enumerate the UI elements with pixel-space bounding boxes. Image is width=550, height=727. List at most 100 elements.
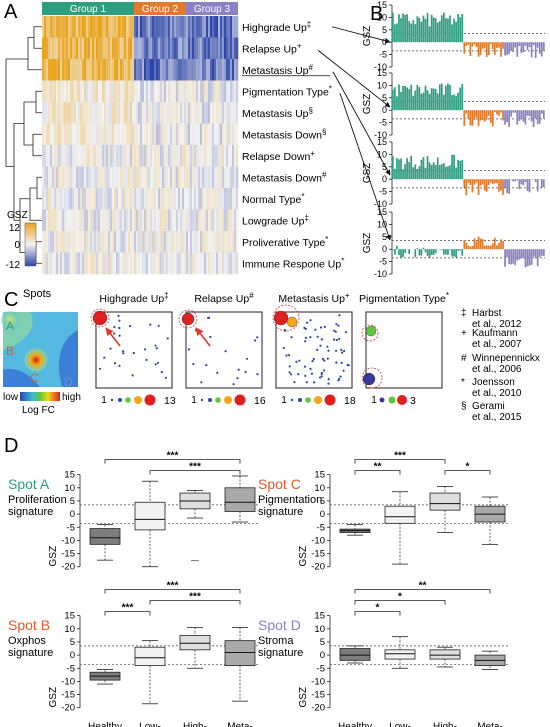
heatmap-cell — [188, 59, 191, 81]
boxplot-y-tick-label: -20 — [311, 562, 325, 573]
heatmap-cell — [44, 16, 47, 38]
gsz-bar — [400, 18, 402, 43]
gsz-bar — [475, 179, 478, 183]
gsz-y-tick-label: 5 — [382, 25, 387, 35]
heatmap-cell — [190, 59, 193, 81]
heatmap-cell — [178, 145, 181, 167]
gsz-bar — [414, 164, 417, 180]
heatmap-cell — [204, 145, 207, 167]
heatmap-cell — [176, 166, 179, 189]
heatmap-cell — [118, 102, 121, 124]
heatmap-cell — [200, 188, 203, 210]
boxplot-box — [134, 501, 166, 531]
spatial-dot — [131, 374, 134, 377]
boxplot-y-tick-label: 0 — [70, 509, 75, 520]
heatmap-cell — [186, 16, 189, 38]
heatmap-cell — [232, 123, 235, 146]
heatmap-cell — [180, 102, 183, 124]
spatial-scale-dot — [234, 394, 246, 406]
heatmap-cell — [180, 231, 183, 253]
heatmap-cell — [206, 188, 209, 210]
spots-title: Spots — [23, 288, 52, 300]
heatmap-cell — [106, 102, 109, 124]
heatmap-cell — [78, 188, 81, 210]
gsz-bar — [534, 110, 537, 119]
heatmap-cell — [158, 209, 161, 232]
heatmap-cell — [216, 166, 219, 189]
heatmap-cell — [178, 188, 181, 210]
heatmap-cell — [230, 252, 233, 275]
gsz-bar — [459, 87, 462, 111]
spatial-pointer-arrow — [105, 327, 121, 347]
boxplot-category-line1: Healthy — [88, 722, 122, 727]
heatmap-cell — [50, 16, 53, 38]
spatial-scale-min: 1 — [281, 395, 287, 406]
gsz-bar — [485, 245, 488, 250]
heatmap-cell — [154, 59, 157, 81]
heatmap-cell — [144, 188, 147, 210]
heatmap-cell — [140, 102, 143, 124]
gsz-bar — [404, 86, 406, 111]
heatmap-cell — [180, 252, 183, 275]
heatmap-cell — [74, 59, 77, 81]
heatmap-cell — [46, 252, 49, 275]
heatmap-cell — [88, 16, 91, 38]
heatmap-cell — [90, 166, 93, 189]
heatmap-cell — [116, 59, 119, 81]
gsz-bar — [540, 179, 543, 188]
heatmap-cell — [74, 80, 77, 103]
row-label-name: Metastasis Up — [242, 65, 309, 77]
heatmap-cell — [174, 59, 177, 81]
heatmap-cell — [172, 188, 175, 210]
heatmap-cell — [68, 37, 71, 60]
spatial-dot — [323, 325, 326, 328]
gsz-bar — [491, 110, 494, 127]
heatmap-cell — [194, 102, 197, 124]
gsz-y-tick-label: 0 — [382, 37, 387, 47]
significance-bracket — [354, 600, 446, 605]
heatmap-cell — [158, 80, 161, 103]
heatmap-cell — [62, 145, 65, 167]
heatmap-cell — [218, 59, 221, 81]
gsz-bar — [498, 179, 500, 192]
heatmap-cell — [190, 188, 193, 210]
heatmap-cell — [230, 37, 233, 60]
spatial-pointer-arrow — [195, 327, 211, 347]
gsz-bar — [528, 179, 531, 193]
reference-year: et al., 2007 — [472, 339, 522, 350]
spatial-hotspot — [181, 312, 195, 326]
boxplot-y-label: GSZ — [298, 687, 309, 708]
heatmap-cell — [116, 252, 119, 275]
heatmap-cell — [94, 231, 97, 253]
heatmap-cell — [124, 145, 127, 167]
heatmap-cell — [110, 16, 113, 38]
heatmap-cell — [48, 16, 51, 38]
signature-word: signature — [8, 647, 53, 659]
boxplot-box — [179, 634, 211, 651]
gsz-bar — [408, 162, 411, 180]
heatmap-cell — [112, 209, 115, 232]
gsz-bar — [463, 110, 466, 126]
heatmap-cell — [136, 209, 139, 232]
heatmap-cell — [140, 59, 143, 81]
heatmap-cell — [94, 145, 97, 167]
spatial-hotspot — [286, 316, 298, 328]
gsz-y-tick-label: 10 — [377, 80, 387, 90]
heatmap-cell — [146, 231, 149, 253]
spatial-plot-title-text: Highgrade Up — [99, 293, 164, 305]
heatmap-cell — [106, 59, 109, 81]
heatmap-cell — [212, 209, 215, 232]
signature-name: Oxphos — [8, 635, 46, 647]
heatmap-cell — [178, 59, 181, 81]
heatmap-cell — [54, 231, 57, 253]
heatmap-cell — [170, 37, 173, 60]
heatmap-row-label: Metastasis Down§ — [242, 127, 326, 141]
heatmap-cell — [132, 252, 135, 275]
heatmap-cell — [168, 37, 171, 60]
heatmap-cell — [70, 145, 73, 167]
heatmap-cell — [206, 80, 209, 103]
group-label-1: Group 1 — [70, 4, 107, 15]
heatmap-cell — [120, 231, 123, 253]
